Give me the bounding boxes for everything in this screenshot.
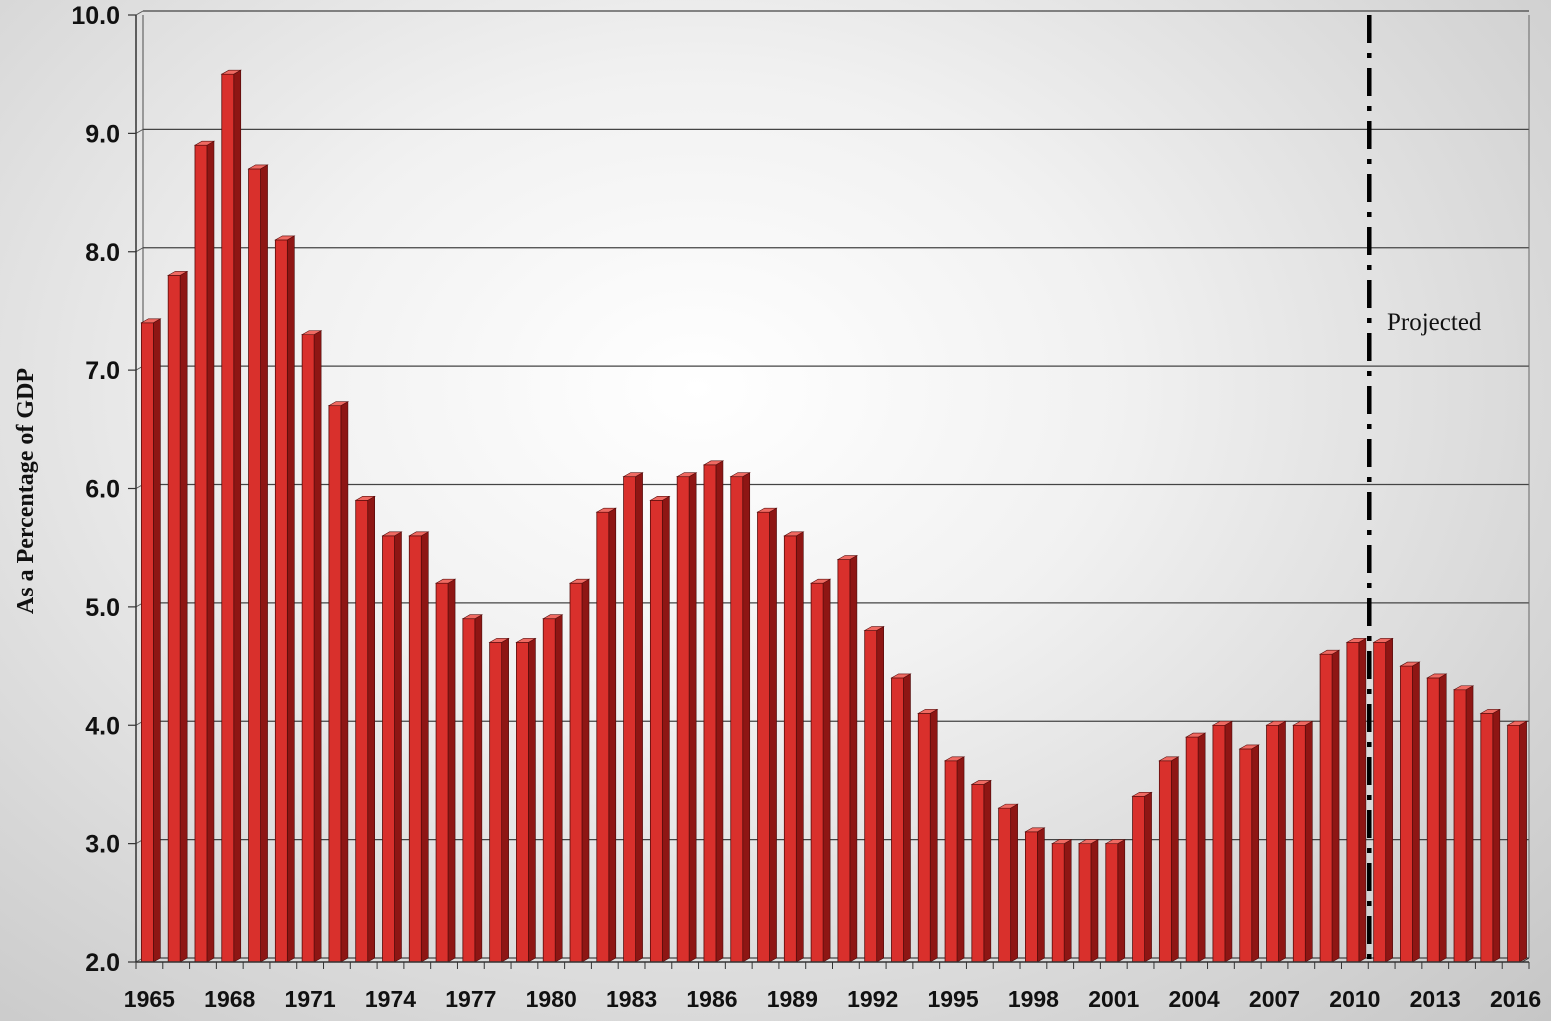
x-tick-label: 1980 <box>526 986 577 1012</box>
x-tick-label: 1998 <box>1008 986 1059 1012</box>
bar-1970 <box>274 235 296 963</box>
x-tick-label: 1992 <box>847 986 898 1012</box>
bar-2006 <box>1238 744 1260 963</box>
y-tick-label: 8.0 <box>85 239 120 267</box>
y-tick-label: 5.0 <box>85 594 120 622</box>
x-tick-label: 2004 <box>1169 986 1220 1012</box>
x-tick-label: 1989 <box>767 986 818 1012</box>
x-tick-label: 2010 <box>1329 986 1380 1012</box>
bar-2000 <box>1077 839 1100 963</box>
bar-1982 <box>595 507 617 963</box>
bar-2015 <box>1479 708 1501 963</box>
bar-2010 <box>1345 637 1368 963</box>
bar-1996 <box>970 779 992 963</box>
x-tick-label: 1968 <box>204 986 255 1012</box>
bar-2011 <box>1372 637 1394 963</box>
bar-2016 <box>1506 720 1528 963</box>
bar-1997 <box>997 803 1019 963</box>
bar-2008 <box>1292 720 1314 963</box>
y-tick-label: 2.0 <box>85 949 120 977</box>
x-tick-label: 1971 <box>285 986 336 1012</box>
bar-1985 <box>676 472 698 963</box>
x-tick-label: 1995 <box>927 986 978 1012</box>
bar-1966 <box>167 270 189 963</box>
bar-1969 <box>247 164 269 963</box>
bar-1973 <box>354 495 376 963</box>
x-tick-label: 2013 <box>1410 986 1461 1012</box>
x-tick-label: 2001 <box>1088 986 1139 1012</box>
x-tick-label: 1977 <box>445 986 496 1012</box>
x-tick-label: 1965 <box>124 986 175 1012</box>
x-tick-label: 1974 <box>365 986 416 1012</box>
bar-1987 <box>729 472 751 963</box>
y-tick-label: 3.0 <box>85 831 120 859</box>
bar-1978 <box>488 637 510 963</box>
bar-2014 <box>1452 685 1475 963</box>
bar-1991 <box>836 555 859 963</box>
y-tick-label: 9.0 <box>85 120 120 148</box>
bar-1979 <box>515 637 537 963</box>
y-axis-title: As a Percentage of GDP <box>13 368 39 614</box>
bar-1967 <box>193 140 216 963</box>
x-tick-label: 2007 <box>1249 986 1300 1012</box>
bar-2002 <box>1131 791 1153 963</box>
y-tick-label: 6.0 <box>85 476 120 504</box>
bar-1976 <box>434 578 457 963</box>
bar-1984 <box>649 495 671 963</box>
x-tick-label: 1983 <box>606 986 657 1012</box>
bar-1983 <box>622 472 644 963</box>
bar-1972 <box>327 401 350 963</box>
bar-2005 <box>1211 720 1234 963</box>
bar-2003 <box>1158 756 1180 963</box>
bar-1990 <box>809 578 832 963</box>
bar-2009 <box>1318 649 1341 963</box>
bar-2013 <box>1426 673 1448 963</box>
bar-1971 <box>300 330 323 963</box>
bar-1975 <box>408 531 430 963</box>
bar-1988 <box>756 507 778 963</box>
bar-1994 <box>917 708 939 963</box>
axes <box>128 14 1530 969</box>
bar-1992 <box>863 626 885 963</box>
bar-1993 <box>890 673 912 963</box>
gridline-depth-9.0 <box>135 128 144 134</box>
bar-2007 <box>1265 720 1287 963</box>
bar-2004 <box>1185 732 1207 963</box>
bar-1977 <box>461 614 483 963</box>
gridline-depth-10.0 <box>135 10 144 16</box>
floor-edge <box>1521 957 1530 963</box>
bar-1974 <box>381 531 403 963</box>
x-tick-labels: 1965 1968 1971 1974 1977 1980 1983 1986 1989 1992… <box>124 986 1541 1012</box>
bar-1989 <box>783 531 805 963</box>
bars <box>140 69 1528 963</box>
bar-1999 <box>1051 839 1073 963</box>
bar-1995 <box>943 756 966 963</box>
bar-1980 <box>542 614 564 963</box>
y-tick-label: 10.0 <box>71 2 120 30</box>
bar-2012 <box>1399 661 1421 963</box>
gridline-depth-8.0 <box>135 247 144 253</box>
bar-1968 <box>220 69 242 963</box>
bar-1986 <box>702 460 725 963</box>
y-tick-label: 4.0 <box>85 712 120 740</box>
projected-label: Projected <box>1387 309 1482 336</box>
x-tick-label: 2016 <box>1490 986 1541 1012</box>
y-tick-label: 7.0 <box>85 357 120 385</box>
x-tick-label: 1986 <box>686 986 737 1012</box>
bar-1981 <box>568 578 591 963</box>
bar-1998 <box>1024 827 1046 963</box>
bar-2001 <box>1104 839 1126 963</box>
y-tick-labels: 2.0 3.0 4.0 5.0 6.0 7.0 8.0 9.0 10.0 <box>71 2 120 977</box>
bar-1965 <box>140 318 162 963</box>
